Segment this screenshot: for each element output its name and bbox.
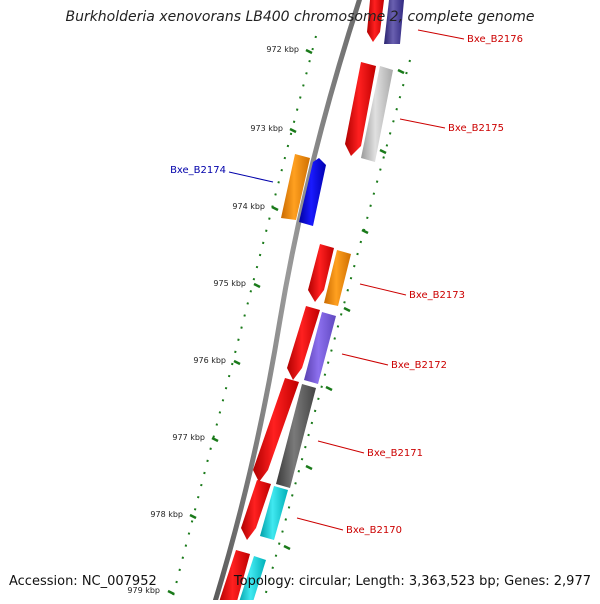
tick-dot bbox=[266, 591, 267, 593]
gene-feature-bxe-b2172[interactable] bbox=[287, 306, 336, 384]
tick-dot bbox=[282, 531, 283, 533]
tick-dot bbox=[409, 60, 410, 62]
tick-dot bbox=[289, 506, 290, 508]
gene-label[interactable]: Bxe_B2174 bbox=[170, 165, 226, 176]
gene-feature-bxe-b2175[interactable] bbox=[345, 62, 393, 162]
major-tick bbox=[290, 129, 296, 132]
tick-dot bbox=[393, 120, 394, 122]
tick-dot bbox=[312, 422, 313, 424]
tick-dot bbox=[406, 72, 407, 74]
tick-dot bbox=[390, 132, 391, 134]
tick-dot bbox=[334, 338, 335, 340]
leader-line bbox=[360, 284, 406, 295]
tick-dot bbox=[338, 325, 339, 327]
tick-label: 975 kbp bbox=[213, 279, 246, 288]
major-tick bbox=[284, 546, 290, 549]
tick-label: 978 kbp bbox=[150, 510, 183, 519]
tick-dot bbox=[380, 169, 381, 171]
tick-dot bbox=[367, 217, 368, 219]
tick-dot bbox=[351, 277, 352, 279]
tick-dot bbox=[292, 494, 293, 496]
tick-label: 976 kbp bbox=[193, 356, 226, 365]
tick-dot bbox=[305, 446, 306, 448]
major-tick bbox=[272, 207, 278, 210]
accession-text: Accession: NC_007952 bbox=[9, 574, 157, 589]
tick-dot bbox=[400, 96, 401, 98]
major-tick bbox=[306, 466, 312, 469]
tick-dot bbox=[318, 398, 319, 400]
tick-dot bbox=[331, 350, 332, 352]
gene-feature-bxe-b2173[interactable] bbox=[308, 244, 351, 306]
major-tick bbox=[344, 308, 350, 311]
gene-label[interactable]: Bxe_B2176 bbox=[467, 34, 523, 45]
major-tick bbox=[326, 387, 332, 390]
tick-dot bbox=[374, 193, 375, 195]
tick-label: 973 kbp bbox=[250, 124, 283, 133]
tick-dot bbox=[272, 567, 273, 569]
gene-label[interactable]: Bxe_B2173 bbox=[409, 290, 465, 301]
tick-dot bbox=[383, 157, 384, 159]
tick-dot bbox=[357, 253, 358, 255]
major-tick bbox=[190, 515, 196, 518]
tick-dot bbox=[361, 241, 362, 243]
tick-dot bbox=[377, 181, 378, 183]
leader-line bbox=[229, 172, 273, 182]
leader-line bbox=[318, 441, 364, 453]
major-tick bbox=[380, 150, 386, 153]
tick-dot bbox=[344, 301, 345, 303]
major-tick bbox=[362, 230, 368, 233]
tick-label: 972 kbp bbox=[266, 45, 299, 54]
major-tick bbox=[212, 438, 218, 441]
major-tick bbox=[254, 284, 260, 287]
leader-line bbox=[342, 354, 388, 365]
tick-dot bbox=[347, 289, 348, 291]
tick-dot bbox=[325, 374, 326, 376]
tick-dot bbox=[299, 470, 300, 472]
leader-line bbox=[400, 119, 445, 128]
tick-dot bbox=[276, 555, 277, 557]
gene-label[interactable]: Bxe_B2170 bbox=[346, 525, 402, 536]
genome-title: Burkholderia xenovorans LB400 chromosome… bbox=[0, 9, 600, 25]
tick-dot bbox=[302, 458, 303, 460]
tick-dot bbox=[279, 543, 280, 545]
major-tick bbox=[306, 50, 312, 53]
gene-label[interactable]: Bxe_B2171 bbox=[367, 448, 423, 459]
tick-label: 977 kbp bbox=[172, 433, 205, 442]
tick-dot bbox=[321, 386, 322, 388]
gene-feature-bxe-b2174[interactable] bbox=[281, 154, 326, 226]
genome-summary-text: Topology: circular; Length: 3,363,523 bp… bbox=[234, 574, 591, 589]
tick-dot bbox=[308, 434, 309, 436]
tick-dot bbox=[341, 313, 342, 315]
major-tick bbox=[168, 591, 174, 594]
major-tick bbox=[234, 361, 240, 364]
leader-line bbox=[297, 518, 343, 530]
tick-dot bbox=[315, 410, 316, 412]
gene-feature-bxe-b2171[interactable] bbox=[253, 378, 316, 488]
tick-dot bbox=[286, 519, 287, 521]
tick-label: 974 kbp bbox=[232, 202, 265, 211]
tick-dot bbox=[387, 144, 388, 146]
gene-label[interactable]: Bxe_B2172 bbox=[391, 360, 447, 371]
gene-label[interactable]: Bxe_B2175 bbox=[448, 123, 504, 134]
tick-dot bbox=[354, 265, 355, 267]
tick-dot bbox=[295, 482, 296, 484]
tick-dot bbox=[403, 84, 404, 86]
tick-dot bbox=[370, 205, 371, 207]
tick-dot bbox=[396, 108, 397, 110]
leader-line bbox=[418, 30, 464, 39]
tick-dot bbox=[328, 362, 329, 364]
major-tick bbox=[398, 70, 404, 73]
